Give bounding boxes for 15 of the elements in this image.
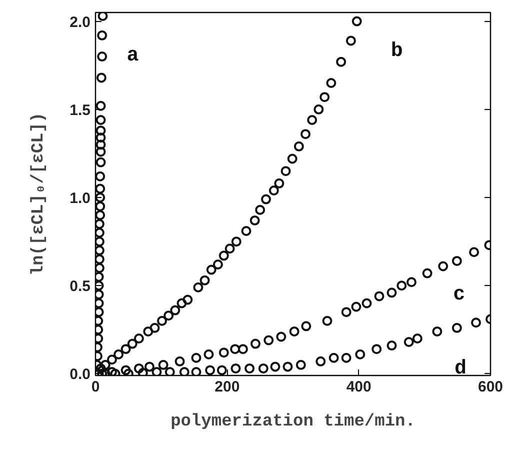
y-tick-label: 2.0 — [70, 14, 91, 31]
y-tick-label: 0.5 — [70, 278, 91, 296]
x-tick-label: 200 — [214, 378, 240, 396]
x-tick-label: 0 — [91, 378, 100, 396]
series-label: b — [390, 40, 403, 63]
series-label: c — [453, 284, 466, 307]
y-tick-label: 1.5 — [70, 102, 91, 119]
series-label: a — [126, 44, 139, 68]
y-axis-title: ln([εCL]₀/[εCL]) — [30, 112, 49, 276]
x-axis-title: polymerization time/min. — [170, 412, 416, 432]
series-label: d — [454, 358, 467, 381]
x-tick-label: 600 — [478, 378, 504, 396]
y-tick-label: 0.0 — [70, 366, 91, 384]
y-tick-label: 1.0 — [70, 190, 91, 208]
x-tick-label: 400 — [346, 378, 372, 396]
